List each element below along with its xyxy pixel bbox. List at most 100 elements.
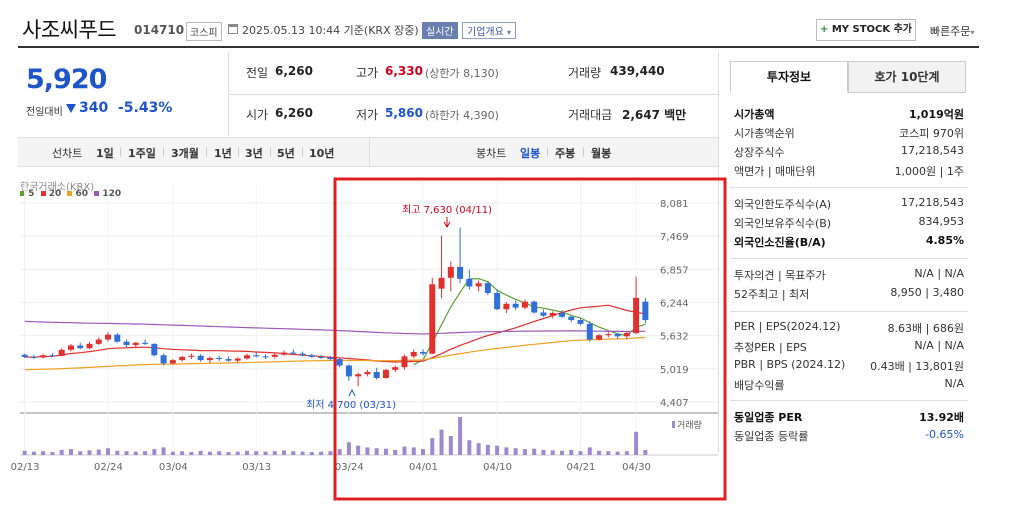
candle-body [531,301,538,313]
candle-body [605,334,612,336]
corp-info-label: 기업개요 [467,27,504,38]
volume-bar [550,450,555,455]
realtime-button[interactable]: 실시간 [422,22,458,39]
candle-body [114,334,121,342]
candle-body [318,356,325,358]
volume-bar [393,449,398,455]
corp-info-dropdown[interactable]: 기업개요 ▾ [462,22,517,39]
volume-bar [383,448,388,455]
period-3m[interactable]: 3개월 [171,147,199,160]
volume-bar [22,450,27,455]
chart-source: 한국거래소(KRX) [20,182,95,193]
low-value: 5,860 [385,106,423,120]
candle-body [67,345,74,350]
price-change-rate: -5.43% [118,100,173,116]
x-tick-label: 04/10 [483,462,512,473]
volume-bar [374,448,379,455]
candle-body [179,356,186,361]
volume-bar [161,447,166,455]
candles [21,227,649,387]
market-badge: 코스피 [186,22,222,41]
info-row: 액면가 | 매매단위 1,000원 | 1주 [734,163,964,181]
info-divider [730,400,968,401]
mystock-add-button[interactable]: + MY STOCK 추가 [816,19,916,41]
period-1d[interactable]: 1일 [96,147,114,160]
candle-body [95,339,102,344]
period-5y[interactable]: 5년 [277,147,295,160]
highlight-box [333,177,727,501]
info-row: 투자의견 | 목표주가 N/A | N/A [734,267,964,285]
separator [120,147,121,157]
volume-bar [532,448,537,455]
info-label: 배당수익률 [734,379,785,392]
volume-bar [143,451,148,455]
volume-bar [504,447,509,455]
volume-bar [337,449,342,455]
quick-order-dropdown[interactable]: 빠른주문▾ [930,23,975,39]
candle-chart-label: 봉차트 [476,147,507,160]
volume-bar [587,447,592,455]
x-tick-label: 03/24 [335,462,364,473]
tab-invest-info[interactable]: 투자정보 [730,61,848,93]
candle-body [420,352,427,354]
volume-bar [421,449,426,455]
period-toolbar [18,137,718,167]
price-change: 340 [79,100,109,116]
candle-body [512,303,519,308]
candle-body [392,367,399,370]
candle-body [206,357,213,361]
candle-body [549,313,556,316]
info-value: 8,950 | 3,480 [890,286,964,299]
volume-bar [96,449,101,455]
separator [302,147,303,157]
info-label: 상장주식수 [734,146,785,159]
candle-body [568,316,575,321]
candle-body [614,334,621,337]
info-value: N/A [944,377,964,390]
period-1y[interactable]: 1년 [214,147,232,160]
info-label: 시가총액 [734,108,775,121]
period-3y[interactable]: 3년 [245,147,263,160]
quick-order-label: 빠른주문 [930,25,971,38]
period-10y[interactable]: 10년 [309,147,335,160]
volume-bar [68,449,73,455]
separator [206,147,207,157]
chevron-down-icon: ▾ [507,28,512,37]
info-row: PBR | BPS (2024.12) 0.43배 | 13,801원 [734,358,964,376]
info-row: 외국인소진율(B/A) 4.85% [734,234,964,252]
line-chart-label: 선차트 [52,147,83,160]
volume-bar [467,440,472,455]
period-1w[interactable]: 1주일 [128,147,156,160]
ma5-label: 5 [28,189,35,199]
volume-bar [522,449,527,455]
info-label: 외국인소진율(B/A) [734,236,826,249]
candle-body [382,369,389,379]
low-arrow-icon [348,388,356,397]
x-tick-label: 04/30 [622,462,651,473]
candle-body [577,320,584,324]
info-label: 외국인보유주식수(B) [734,217,832,230]
candle-body [123,341,130,345]
low-annotation: 최저 4,700 (03/31) [306,399,396,411]
toolbar-divider [369,138,370,166]
volume-bar [634,431,639,455]
candle-chart[interactable]: 8,081 7,469 6,857 6,244 5,632 5,019 4,407 02/1… [0,0,730,512]
volume-bar [615,451,620,455]
ma-line [413,278,646,366]
y-tick-label: 6,857 [660,265,689,276]
down-arrow-icon [66,104,76,113]
candle-monthly[interactable]: 월봉 [591,147,612,160]
volume-bar [254,451,259,455]
volume-bar [411,447,416,455]
volume-bar [106,448,111,455]
tab-hoga[interactable]: 호가 10단계 [848,61,966,93]
x-tick-label: 02/13 [11,462,40,473]
info-value: 1,019억원 [908,108,964,121]
candle-body [142,342,149,344]
volume-bar [50,452,55,455]
candle-weekly[interactable]: 주봉 [555,147,576,160]
separator [547,147,548,157]
volume-bar [189,452,194,455]
candle-daily[interactable]: 일봉 [520,147,541,160]
candle-body [586,323,593,340]
